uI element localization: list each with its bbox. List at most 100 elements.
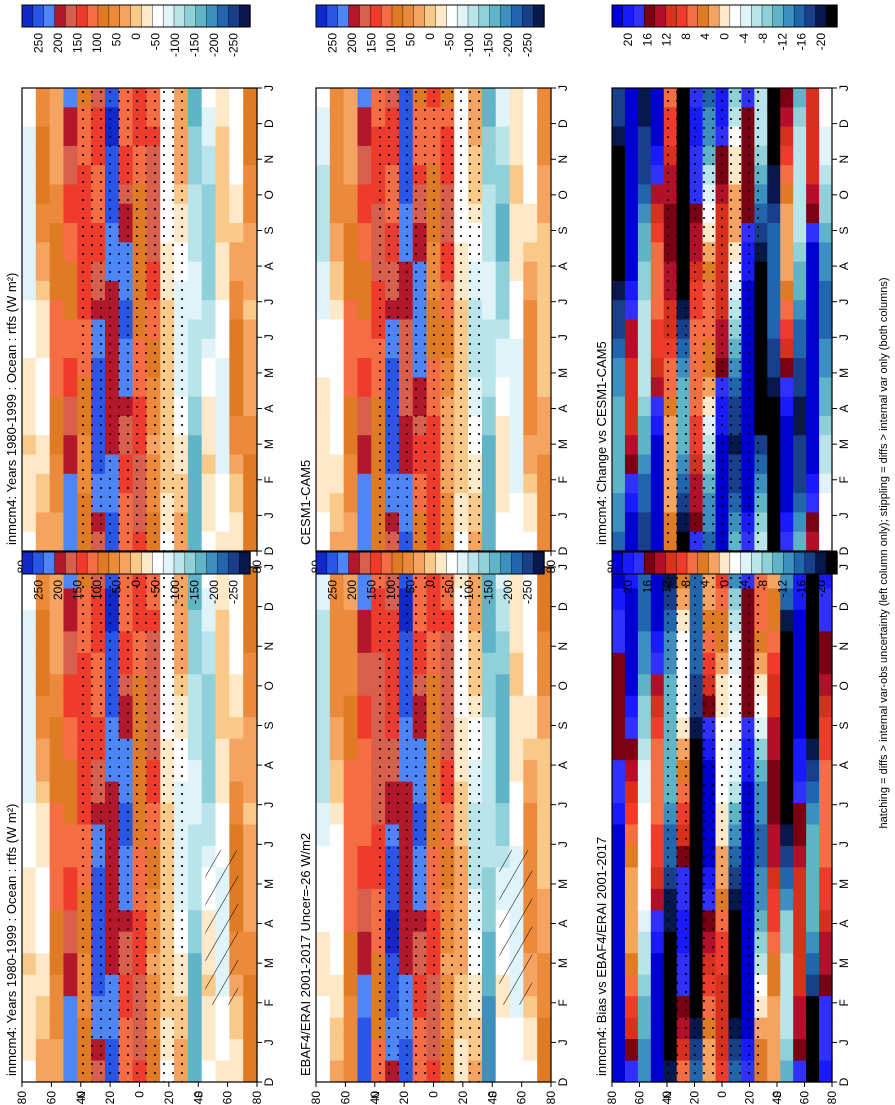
heat-cell bbox=[229, 415, 244, 436]
colorbar-label: -250 bbox=[521, 580, 535, 604]
heat-cell bbox=[343, 184, 359, 205]
heat-cell bbox=[357, 223, 372, 243]
heat-cell bbox=[201, 674, 217, 697]
heat-cell bbox=[215, 300, 230, 321]
colorbar-swatch bbox=[522, 4, 534, 28]
heat-cell bbox=[187, 280, 203, 301]
month-tick-label: D bbox=[837, 119, 851, 128]
heat-cell bbox=[481, 631, 497, 654]
heat-cell bbox=[650, 531, 665, 552]
heat-cell bbox=[650, 631, 665, 654]
month-tick-label: J bbox=[837, 512, 851, 518]
heat-cell bbox=[49, 845, 65, 869]
heat-cell bbox=[806, 223, 820, 243]
colorbar-label: -200 bbox=[501, 580, 515, 604]
heat-cell bbox=[806, 512, 820, 533]
heat-cell bbox=[329, 652, 345, 675]
heat-cell bbox=[793, 223, 807, 243]
heat-cell bbox=[767, 717, 781, 740]
heat-cell bbox=[537, 88, 552, 108]
colorbar-label: -250 bbox=[227, 580, 241, 604]
colorbar-swatch bbox=[532, 551, 545, 575]
heat-cell bbox=[35, 717, 51, 740]
heat-cell bbox=[229, 717, 244, 740]
heat-cell bbox=[767, 1017, 781, 1040]
heat-cell bbox=[187, 377, 203, 398]
heat-cell bbox=[215, 107, 230, 128]
heat-cell bbox=[819, 996, 833, 1019]
heat-cell bbox=[650, 88, 665, 108]
heat-cell bbox=[793, 1060, 807, 1083]
heat-cell bbox=[316, 415, 331, 436]
heat-cell bbox=[819, 910, 833, 933]
colorbar-swatch bbox=[478, 4, 491, 28]
heat-cell bbox=[793, 435, 807, 456]
heat-cell bbox=[767, 760, 781, 783]
heat-cell bbox=[537, 165, 552, 186]
heat-cell bbox=[767, 845, 781, 869]
heat-cell bbox=[49, 760, 65, 783]
heat-cell bbox=[481, 435, 497, 456]
heat-cell bbox=[780, 300, 794, 321]
heat-cell bbox=[329, 473, 345, 494]
heat-cell bbox=[637, 996, 652, 1019]
heat-cell bbox=[243, 867, 258, 890]
heat-cell bbox=[22, 126, 37, 147]
heat-cell bbox=[316, 910, 331, 933]
heat-cell bbox=[63, 781, 78, 804]
heat-cell bbox=[357, 1017, 372, 1040]
heat-cell bbox=[537, 358, 552, 378]
heat-cell bbox=[509, 512, 524, 533]
colorbar-label: -12 bbox=[775, 580, 789, 598]
heat-cell bbox=[612, 454, 626, 475]
heat-cell bbox=[793, 1039, 807, 1062]
heat-cell bbox=[806, 717, 820, 740]
heat-cell bbox=[357, 242, 372, 263]
heat-cell bbox=[316, 454, 331, 475]
heat-cell bbox=[806, 473, 820, 494]
heat-cell bbox=[215, 184, 230, 205]
heat-cell bbox=[229, 396, 244, 417]
heat-cell bbox=[49, 888, 65, 911]
heat-cell bbox=[357, 888, 372, 911]
heat-cell bbox=[63, 974, 78, 997]
heat-cell bbox=[229, 300, 244, 321]
heat-cell bbox=[49, 396, 65, 417]
panel-title: inmcm4: Years 1980-1999 : Ocean : rtfs (… bbox=[4, 273, 19, 545]
heat-cell bbox=[35, 184, 51, 205]
heat-cell bbox=[650, 223, 665, 243]
heat-cell bbox=[357, 107, 372, 128]
heat-cell bbox=[495, 203, 511, 224]
heat-cell bbox=[509, 760, 524, 783]
heat-cell bbox=[35, 803, 51, 826]
heat-cell bbox=[780, 695, 794, 718]
heat-cell bbox=[819, 760, 833, 783]
heat-cell bbox=[215, 531, 230, 552]
heat-cell bbox=[481, 845, 497, 869]
heat-cell bbox=[215, 338, 230, 359]
heat-cell bbox=[316, 652, 331, 675]
heat-cell bbox=[22, 974, 37, 997]
colorbar-swatch bbox=[622, 551, 635, 575]
heat-cell bbox=[793, 674, 807, 697]
heat-cell bbox=[780, 717, 794, 740]
colorbar-swatch bbox=[697, 551, 710, 575]
heat-cell bbox=[229, 1060, 244, 1083]
colorbar-label: -150 bbox=[188, 580, 202, 604]
heat-cell bbox=[793, 454, 807, 475]
heat-cell bbox=[35, 695, 51, 718]
colorbar-swatch bbox=[500, 4, 513, 28]
month-tick-label: O bbox=[837, 190, 851, 199]
heat-cell bbox=[612, 300, 626, 321]
heat-cell bbox=[793, 652, 807, 675]
heat-cell bbox=[495, 738, 511, 761]
heat-cell bbox=[495, 435, 511, 456]
heat-cell bbox=[793, 996, 807, 1019]
heat-cell bbox=[537, 203, 552, 224]
heat-cell bbox=[481, 184, 497, 205]
heat-cell bbox=[650, 588, 665, 611]
heat-cell bbox=[612, 184, 626, 205]
colorbar-swatch bbox=[217, 551, 229, 575]
heat-cell bbox=[624, 588, 639, 611]
lat-tick-label: 60 bbox=[515, 1091, 529, 1105]
